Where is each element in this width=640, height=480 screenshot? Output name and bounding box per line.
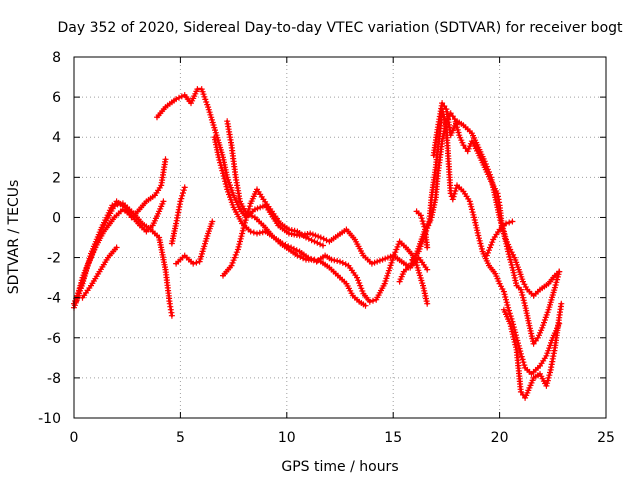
series-markers (71, 200, 175, 319)
series-line (432, 101, 561, 346)
data-series-trace-14 (500, 300, 565, 401)
data-series-trace-16 (483, 218, 516, 259)
y-axis-label: SDTVAR / TECUs (6, 180, 22, 295)
x-axis-label: GPS time / hours (281, 459, 398, 475)
y-tick-label: 8 (52, 50, 61, 66)
series-markers (413, 208, 431, 251)
data-series-trace-5 (154, 86, 431, 273)
y-tick-label: -2 (47, 251, 61, 267)
data-series-trace-2 (71, 200, 175, 319)
axis-ticks (73, 56, 607, 419)
x-tick-label: 10 (278, 430, 296, 446)
series-markers (220, 186, 326, 279)
x-tick-label: 0 (70, 430, 79, 446)
x-tick-label: 15 (384, 430, 402, 446)
data-series-trace-15 (413, 208, 431, 251)
y-tick-label: 6 (52, 90, 61, 106)
series-markers (409, 110, 563, 299)
y-tick-label: -6 (47, 331, 61, 347)
y-tick-label: 0 (52, 210, 61, 226)
series-markers (73, 198, 167, 305)
data-series-trace-7 (173, 218, 216, 267)
data-series-trace-9 (220, 186, 326, 279)
grid-lines (74, 57, 606, 418)
x-tick-label: 5 (176, 430, 185, 446)
y-tick-labels: -10 -8 -6 -4 -2 0 2 4 6 8 (38, 50, 61, 427)
x-tick-labels: 0 5 10 15 20 25 (70, 430, 615, 446)
data-series-trace-4 (79, 244, 120, 301)
plot-frame (73, 56, 607, 419)
y-tick-label: -8 (47, 371, 61, 387)
data-series-trace-12 (409, 110, 563, 299)
series-markers (79, 244, 120, 301)
y-tick-label: 4 (52, 130, 61, 146)
series-markers (430, 100, 563, 347)
x-tick-label: 25 (597, 430, 615, 446)
y-tick-label: -10 (38, 411, 61, 427)
data-series-trace-3 (73, 198, 167, 305)
data-series-trace-10 (224, 118, 369, 309)
series-markers (224, 118, 369, 309)
series-line (155, 87, 429, 271)
x-tick-label: 20 (491, 430, 509, 446)
series-markers (154, 86, 431, 273)
series-markers (500, 300, 565, 401)
series-markers (168, 184, 188, 247)
series-markers (173, 218, 216, 267)
y-tick-label: -4 (47, 291, 61, 307)
y-tick-label: 2 (52, 170, 61, 186)
data-series-group (71, 86, 565, 401)
series-markers (483, 218, 516, 259)
data-series-trace-6 (168, 184, 188, 247)
chart-title: Day 352 of 2020, Sidereal Day-to-day VTE… (57, 20, 623, 36)
